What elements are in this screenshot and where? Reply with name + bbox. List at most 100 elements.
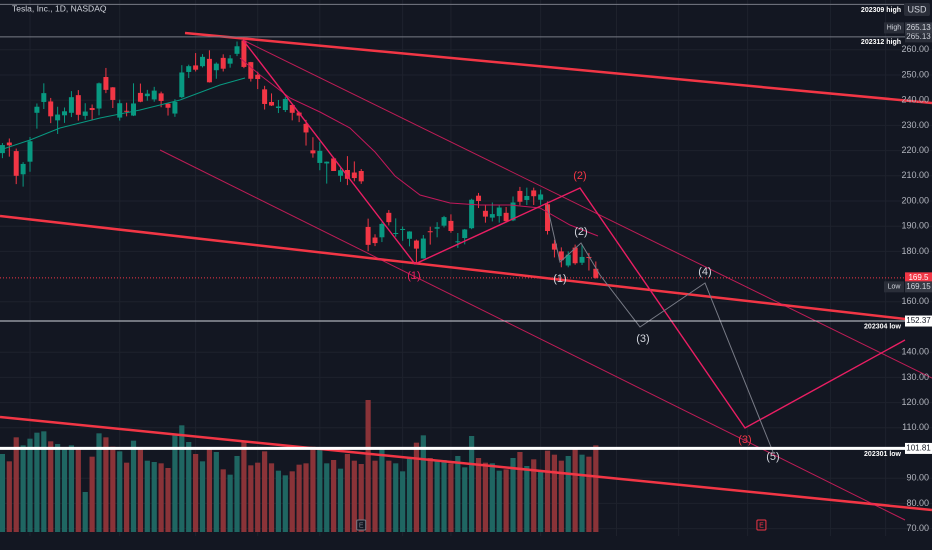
volume-bar [144, 460, 150, 532]
wave-label: (1) [407, 270, 420, 282]
candle-body [303, 123, 309, 133]
low-tag-value: 169.15 [906, 282, 931, 291]
overlay: 13Dec18202416Feb12Mar18Apr15May1370.0080… [0, 3, 932, 548]
volume-bar [275, 470, 282, 532]
wave-label: (2) [574, 226, 587, 238]
volume-bar [186, 442, 192, 532]
volume-bar [41, 431, 47, 532]
high-tag-box [884, 22, 904, 34]
level-value: 101.81 [906, 444, 931, 453]
volume-bar [331, 460, 337, 532]
volume-bar [324, 463, 330, 532]
candle-body [227, 58, 233, 64]
candle-body [586, 256, 592, 258]
trend-line [184, 31, 932, 105]
volume-bar [20, 445, 26, 532]
symbol-header: Tesla, Inc., 1D, NASDAQ [12, 3, 107, 13]
wave-label: (2) [573, 170, 586, 182]
y-tick-label: 160.00 [901, 296, 929, 306]
candle-body [379, 223, 385, 238]
event-marker [356, 519, 367, 531]
candle-body [213, 63, 219, 71]
volume-bar [482, 462, 489, 532]
volume-bar [296, 464, 302, 532]
candle-body [248, 62, 254, 79]
candle-body [476, 195, 482, 201]
volume-bar [531, 459, 537, 532]
event-marker [756, 519, 767, 531]
candle-body [186, 66, 192, 72]
level-name: 202309 high [861, 7, 901, 14]
volume-bar [455, 456, 461, 532]
volume-bar [248, 465, 254, 532]
volume-bar [172, 434, 178, 532]
volume-bar [538, 470, 544, 532]
level-value: 265.13 [906, 32, 931, 41]
volume-bar [400, 471, 406, 532]
volume-bar [337, 468, 344, 532]
volume-bar [310, 446, 316, 532]
candle-body [282, 98, 288, 111]
volume-bar [130, 440, 137, 532]
event-label: E [759, 522, 764, 529]
candle-body [338, 170, 344, 176]
y-tick-label: 120.00 [901, 397, 929, 407]
candle-body [89, 108, 95, 111]
y-tick-label: 190.00 [901, 221, 929, 231]
y-tick-label: 240.00 [901, 95, 929, 105]
candle-body [572, 247, 578, 264]
candle-body [262, 89, 268, 104]
volume-bar [68, 445, 75, 532]
volume-bar [503, 469, 509, 532]
candle-body [517, 190, 523, 202]
volume-bar [344, 454, 351, 532]
volume-bar [124, 462, 130, 532]
volume-bar [586, 456, 592, 532]
volume-bar [358, 464, 364, 532]
volume-bar [6, 461, 12, 532]
volume-bar [117, 451, 123, 532]
channel-line [159, 149, 906, 521]
candle-body [75, 95, 81, 115]
volume-bar [158, 463, 164, 532]
candle-body [275, 106, 281, 109]
volume-bar [206, 448, 213, 532]
y-tick-label: 130.00 [901, 372, 929, 382]
wave-label: (3) [738, 434, 751, 446]
candle-body [455, 241, 461, 243]
level-name: 202301 low [864, 451, 902, 458]
candle-body [151, 90, 157, 100]
volume-bar [572, 448, 578, 532]
volume-bar [496, 470, 502, 532]
drawings [0, 31, 932, 521]
candle-body [344, 169, 350, 179]
moving-average [239, 57, 599, 237]
currency: USD [907, 4, 927, 14]
y-tick-label: 230.00 [901, 120, 929, 130]
candle-body [131, 103, 137, 116]
volume-bar [372, 460, 378, 532]
candle-body [317, 150, 323, 163]
candle-body [220, 57, 226, 69]
volume-bar [0, 454, 6, 532]
candle-body [407, 231, 413, 239]
channel-line [242, 39, 932, 379]
candle-body [82, 111, 88, 116]
candle-body [206, 58, 212, 83]
level-name: 202304 low [864, 323, 902, 330]
volume-bar [489, 463, 495, 532]
volume-bar [565, 456, 571, 532]
candle-body [441, 217, 447, 226]
volume-bar [365, 400, 371, 532]
volume-bar [406, 458, 413, 532]
wave-projection [546, 204, 774, 453]
volume-bar [524, 466, 530, 532]
candle-body [551, 243, 557, 250]
wave-line [242, 39, 906, 429]
high-tag-value: 265.13 [906, 23, 931, 32]
candle-body [144, 93, 150, 97]
y-tick-label: 180.00 [901, 246, 929, 256]
candle-body [20, 163, 26, 175]
volume-bar [96, 433, 102, 532]
candle-body [372, 237, 378, 244]
